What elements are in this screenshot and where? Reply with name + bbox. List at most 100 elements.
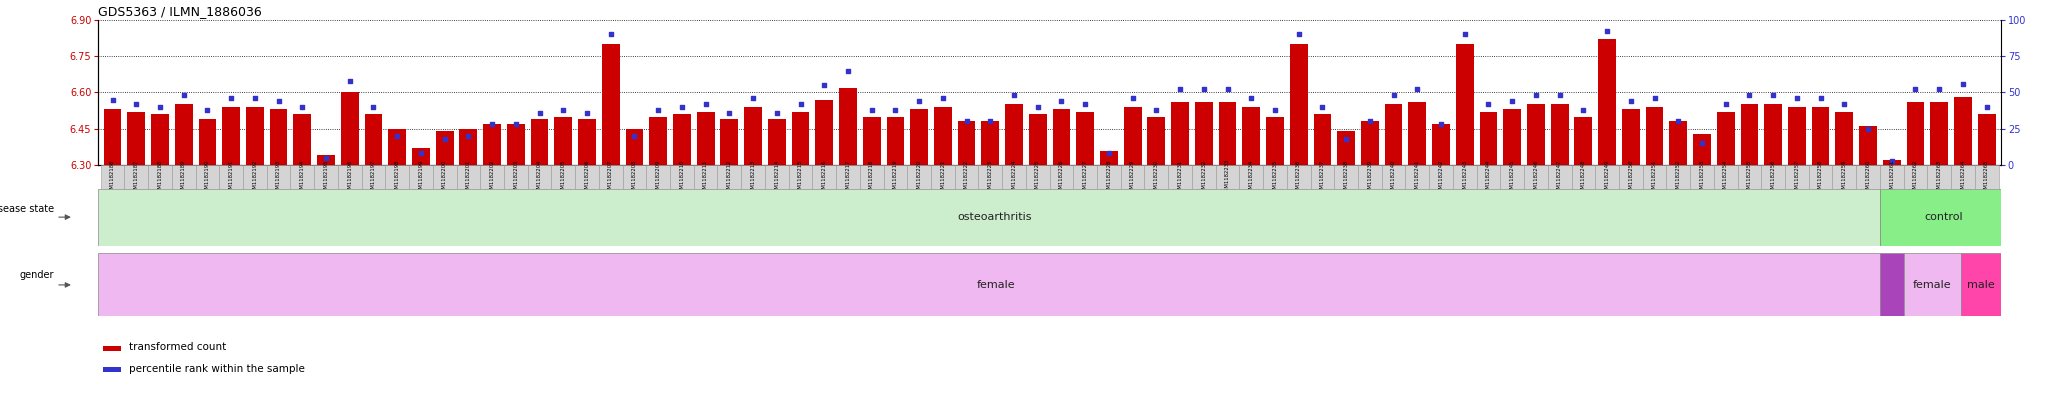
FancyBboxPatch shape bbox=[1880, 189, 2007, 246]
Point bbox=[1780, 95, 1812, 101]
Text: GDS5363 / ILMN_1886036: GDS5363 / ILMN_1886036 bbox=[98, 6, 262, 18]
Point bbox=[1898, 86, 1931, 93]
FancyBboxPatch shape bbox=[457, 165, 479, 189]
Point bbox=[238, 95, 270, 101]
Text: GSM1182221: GSM1182221 bbox=[940, 159, 946, 195]
FancyBboxPatch shape bbox=[195, 165, 219, 189]
Bar bbox=[199, 119, 217, 165]
Point bbox=[1260, 107, 1292, 113]
Text: GSM1182186: GSM1182186 bbox=[111, 159, 115, 195]
Bar bbox=[1647, 107, 1663, 165]
FancyBboxPatch shape bbox=[1217, 165, 1239, 189]
Point bbox=[1733, 92, 1765, 98]
FancyBboxPatch shape bbox=[907, 165, 932, 189]
Bar bbox=[1788, 107, 1806, 165]
FancyBboxPatch shape bbox=[362, 165, 385, 189]
Text: GSM1182224: GSM1182224 bbox=[1012, 159, 1016, 195]
FancyBboxPatch shape bbox=[1335, 165, 1358, 189]
FancyBboxPatch shape bbox=[788, 165, 813, 189]
Bar bbox=[981, 121, 999, 165]
Bar bbox=[436, 131, 453, 165]
Bar bbox=[152, 114, 168, 165]
Text: GSM1182260: GSM1182260 bbox=[1866, 159, 1870, 195]
FancyBboxPatch shape bbox=[883, 165, 907, 189]
FancyBboxPatch shape bbox=[1382, 165, 1405, 189]
Text: control: control bbox=[1925, 212, 1964, 222]
FancyBboxPatch shape bbox=[1311, 165, 1335, 189]
Point bbox=[618, 133, 651, 139]
Point bbox=[1448, 31, 1481, 37]
Point bbox=[737, 95, 770, 101]
Bar bbox=[934, 107, 952, 165]
FancyBboxPatch shape bbox=[694, 165, 717, 189]
FancyBboxPatch shape bbox=[1405, 165, 1430, 189]
FancyBboxPatch shape bbox=[1808, 165, 1833, 189]
Point bbox=[594, 31, 627, 37]
Bar bbox=[1597, 39, 1616, 165]
FancyBboxPatch shape bbox=[1620, 165, 1642, 189]
Point bbox=[1946, 81, 1978, 87]
Text: GSM1182225: GSM1182225 bbox=[1034, 159, 1040, 195]
Bar bbox=[1053, 109, 1071, 165]
Text: GSM1182199: GSM1182199 bbox=[418, 159, 424, 195]
Point bbox=[1141, 107, 1174, 113]
Bar bbox=[1313, 114, 1331, 165]
Text: GSM1182231: GSM1182231 bbox=[1178, 159, 1182, 195]
FancyBboxPatch shape bbox=[1358, 165, 1382, 189]
Text: GSM1182197: GSM1182197 bbox=[371, 159, 377, 195]
Bar bbox=[365, 114, 383, 165]
FancyBboxPatch shape bbox=[551, 165, 575, 189]
FancyBboxPatch shape bbox=[836, 165, 860, 189]
Bar bbox=[1337, 131, 1356, 165]
Text: GSM1182198: GSM1182198 bbox=[395, 159, 399, 195]
FancyBboxPatch shape bbox=[1571, 165, 1595, 189]
Bar bbox=[1931, 102, 1948, 165]
FancyBboxPatch shape bbox=[979, 165, 1001, 189]
FancyBboxPatch shape bbox=[813, 165, 836, 189]
FancyBboxPatch shape bbox=[1001, 165, 1026, 189]
Text: GSM1182248: GSM1182248 bbox=[1581, 159, 1585, 195]
FancyBboxPatch shape bbox=[1501, 165, 1524, 189]
FancyBboxPatch shape bbox=[244, 165, 266, 189]
Bar bbox=[1503, 109, 1522, 165]
Text: GSM1182200: GSM1182200 bbox=[442, 159, 446, 195]
Bar bbox=[602, 44, 621, 165]
Text: GSM1182222: GSM1182222 bbox=[965, 159, 969, 195]
Point bbox=[856, 107, 889, 113]
Point bbox=[1876, 158, 1909, 164]
Bar bbox=[743, 107, 762, 165]
Point bbox=[1425, 121, 1458, 127]
Bar bbox=[1694, 134, 1710, 165]
Text: GSM1182203: GSM1182203 bbox=[514, 159, 518, 195]
FancyBboxPatch shape bbox=[147, 165, 172, 189]
Text: GSM1182228: GSM1182228 bbox=[1106, 159, 1112, 195]
FancyBboxPatch shape bbox=[598, 165, 623, 189]
Bar bbox=[887, 117, 905, 165]
FancyBboxPatch shape bbox=[1690, 165, 1714, 189]
FancyBboxPatch shape bbox=[1286, 165, 1311, 189]
Point bbox=[831, 67, 864, 73]
FancyBboxPatch shape bbox=[1548, 165, 1571, 189]
Bar bbox=[459, 129, 477, 165]
Bar bbox=[1432, 124, 1450, 165]
Text: GSM1182191: GSM1182191 bbox=[229, 159, 233, 195]
Bar bbox=[1171, 102, 1190, 165]
Bar bbox=[1266, 117, 1284, 165]
Bar bbox=[1528, 105, 1544, 165]
FancyBboxPatch shape bbox=[1714, 165, 1737, 189]
Text: GSM1182239: GSM1182239 bbox=[1368, 159, 1372, 195]
Text: GSM1182204: GSM1182204 bbox=[537, 159, 543, 195]
Point bbox=[1923, 86, 1956, 93]
Text: GSM1182253: GSM1182253 bbox=[1700, 159, 1704, 195]
Point bbox=[1686, 140, 1718, 147]
Bar bbox=[1147, 117, 1165, 165]
Bar bbox=[1409, 102, 1425, 165]
FancyBboxPatch shape bbox=[1524, 165, 1548, 189]
Text: GSM1182261: GSM1182261 bbox=[1888, 159, 1894, 195]
Bar bbox=[246, 107, 264, 165]
Point bbox=[1163, 86, 1196, 93]
Point bbox=[1829, 101, 1862, 107]
Point bbox=[1354, 118, 1386, 125]
Bar bbox=[174, 105, 193, 165]
Text: GSM1182232: GSM1182232 bbox=[1202, 159, 1206, 195]
